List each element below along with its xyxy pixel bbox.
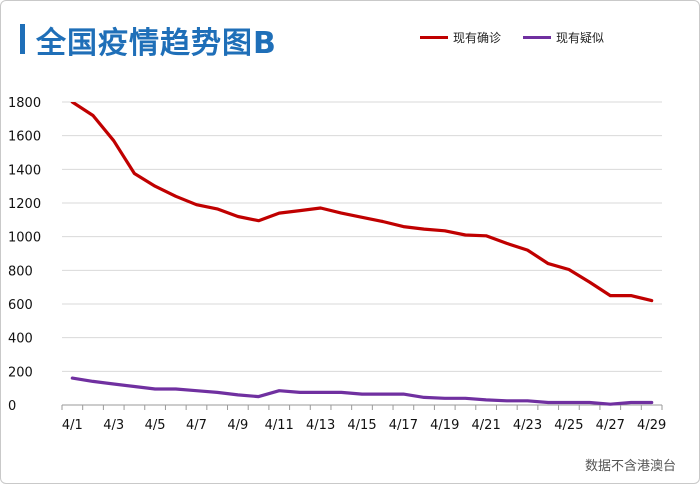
x-tick-label: 4/19 <box>430 418 459 433</box>
y-tick-label: 1000 <box>8 231 41 246</box>
x-tick-label: 4/5 <box>145 418 166 433</box>
x-tick-label: 4/29 <box>637 418 666 433</box>
legend-swatch-suspected <box>523 36 552 39</box>
legend-swatch-confirmed <box>420 36 448 39</box>
chart-title: 全国疫情趋势图B <box>36 26 277 61</box>
y-tick-label: 1800 <box>8 96 41 111</box>
legend-label-confirmed: 现有确诊 <box>453 31 502 45</box>
y-tick-label: 0 <box>8 399 16 414</box>
x-tick-label: 4/15 <box>347 418 376 433</box>
x-tick-label: 4/21 <box>472 418 501 433</box>
x-tick-label: 4/23 <box>513 418 542 433</box>
x-tick-label: 4/9 <box>227 418 248 433</box>
x-tick-label: 4/27 <box>596 418 625 433</box>
y-tick-label: 200 <box>8 365 33 380</box>
x-tick-label: 4/13 <box>306 418 335 433</box>
x-tick-label: 4/7 <box>186 418 207 433</box>
legend-item-confirmed: 现有确诊 <box>420 29 501 46</box>
x-tick-label: 4/17 <box>389 418 418 433</box>
x-tick-label: 4/1 <box>62 418 83 433</box>
y-tick-label: 1600 <box>8 130 41 145</box>
series-line-1 <box>70 376 654 406</box>
x-tick-label: 4/11 <box>265 418 294 433</box>
y-tick-label: 1400 <box>8 163 41 178</box>
y-tick-label: 800 <box>8 264 33 279</box>
legend: 现有确诊 现有疑似 <box>420 29 604 46</box>
title-accent-bar <box>20 24 25 54</box>
x-tick-label: 4/25 <box>554 418 583 433</box>
legend-item-suspected: 现有疑似 <box>523 29 604 46</box>
x-tick-label: 4/3 <box>103 418 124 433</box>
y-tick-label: 600 <box>8 298 33 313</box>
source-note: 数据不含港澳台 <box>584 459 676 474</box>
y-tick-label: 1200 <box>8 197 41 212</box>
legend-label-suspected: 现有疑似 <box>556 31 605 45</box>
y-tick-label: 400 <box>8 332 33 347</box>
